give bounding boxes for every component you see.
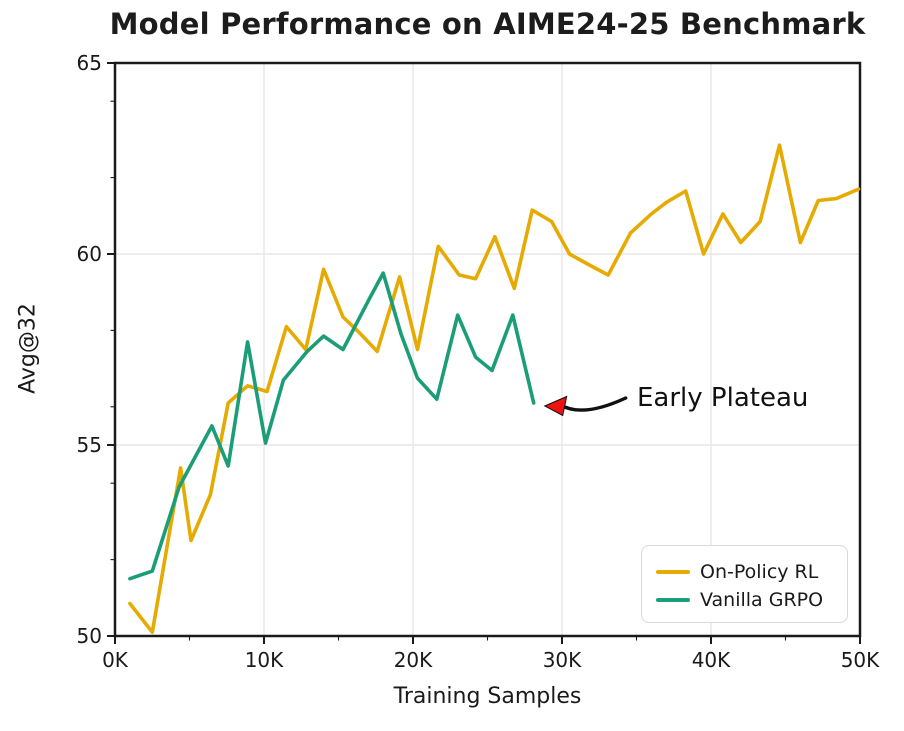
y-tick-label: 65 (76, 51, 102, 75)
y-tick-label: 50 (76, 624, 102, 648)
x-tick-label: 40K (691, 648, 731, 672)
annotation-arrowhead (543, 395, 568, 417)
chart-title: Model Performance on AIME24-25 Benchmark (109, 7, 866, 41)
x-tick-label: 0K (102, 648, 128, 672)
x-tick-label: 10K (244, 648, 284, 672)
x-tick-label: 20K (393, 648, 433, 672)
plot-border (113, 61, 862, 638)
series-line-vanilla-grpo (128, 271, 536, 581)
legend-item-on-policy-rl: On-Policy RL (656, 558, 847, 586)
annotation-arrow (558, 396, 628, 412)
x-tick-label: 50K (840, 648, 880, 672)
x-tick-label: 30K (542, 648, 582, 672)
legend-swatch (656, 570, 690, 574)
legend: On-Policy RL Vanilla GRPO (641, 545, 848, 623)
legend-label: On-Policy RL (700, 561, 819, 583)
annotation-early-plateau: Early Plateau (637, 383, 809, 413)
legend-swatch (656, 598, 690, 602)
y-tick-label: 60 (76, 242, 102, 266)
y-axis-label: Avg@32 (15, 303, 41, 394)
y-tick-label: 55 (76, 433, 102, 457)
legend-label: Vanilla GRPO (700, 589, 824, 611)
x-axis-label: Training Samples (393, 684, 582, 709)
legend-item-vanilla-grpo: Vanilla GRPO (656, 586, 847, 614)
